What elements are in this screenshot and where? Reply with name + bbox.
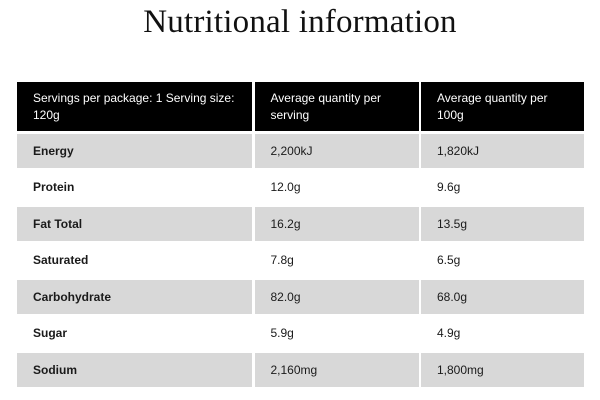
header-cell-servings: Servings per package: 1 Serving size: 12…	[17, 82, 252, 131]
page-title: Nutritional information	[143, 4, 457, 40]
row-value-per-serving: 2,160mg	[254, 352, 419, 387]
table-row: Saturated 7.8g 6.5g	[17, 243, 584, 277]
row-value-per-100g: 1,800mg	[421, 352, 584, 387]
table-row: Fat Total 16.2g 13.5g	[17, 206, 584, 241]
table-header-row: Servings per package: 1 Serving size: 12…	[17, 82, 584, 131]
row-value-per-serving: 2,200kJ	[254, 133, 419, 168]
row-value-per-100g: 6.5g	[421, 243, 584, 277]
row-label: Carbohydrate	[17, 279, 252, 314]
row-value-per-100g: 4.9g	[421, 316, 584, 350]
table-row: Carbohydrate 82.0g 68.0g	[17, 279, 584, 314]
row-label: Fat Total	[17, 206, 252, 241]
row-label: Sugar	[17, 316, 252, 350]
table-row: Energy 2,200kJ 1,820kJ	[17, 133, 584, 168]
header-cell-per-100g: Average quantity per 100g	[421, 82, 584, 131]
row-label: Saturated	[17, 243, 252, 277]
row-value-per-100g: 68.0g	[421, 279, 584, 314]
table-row: Sodium 2,160mg 1,800mg	[17, 352, 584, 387]
row-label: Energy	[17, 133, 252, 168]
row-value-per-100g: 1,820kJ	[421, 133, 584, 168]
row-label: Sodium	[17, 352, 252, 387]
row-value-per-serving: 82.0g	[254, 279, 419, 314]
row-value-per-serving: 7.8g	[254, 243, 419, 277]
row-value-per-serving: 5.9g	[254, 316, 419, 350]
row-value-per-100g: 13.5g	[421, 206, 584, 241]
row-label: Protein	[17, 170, 252, 204]
row-value-per-100g: 9.6g	[421, 170, 584, 204]
row-value-per-serving: 16.2g	[254, 206, 419, 241]
row-value-per-serving: 12.0g	[254, 170, 419, 204]
table-row: Sugar 5.9g 4.9g	[17, 316, 584, 350]
header-cell-per-serving: Average quantity per serving	[254, 82, 419, 131]
table-row: Protein 12.0g 9.6g	[17, 170, 584, 204]
nutrition-table: Servings per package: 1 Serving size: 12…	[17, 82, 584, 387]
